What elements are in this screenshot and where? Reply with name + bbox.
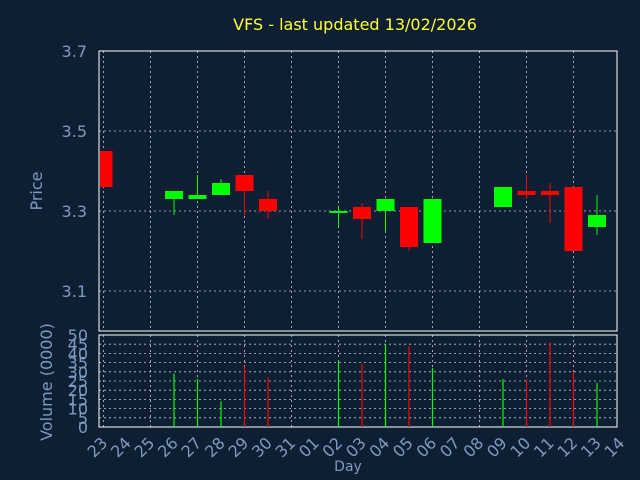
- candle: [353, 203, 371, 239]
- volume-tick-label: 30: [68, 363, 88, 382]
- candle: [329, 207, 348, 227]
- volume-plot-frame: [98, 334, 618, 428]
- candle-body: [100, 151, 113, 187]
- candle-body: [212, 183, 230, 195]
- volume-tick-label: 20: [68, 381, 88, 400]
- candle: [212, 179, 230, 195]
- candle-body: [541, 191, 559, 195]
- x-tick-labels: 2324252627282930310102030405060708091011…: [83, 433, 628, 461]
- candle-body: [588, 215, 606, 227]
- candle: [564, 187, 583, 251]
- volume-tick-label: 0: [78, 418, 88, 437]
- candle-body: [400, 207, 418, 247]
- chart-title: VFS - last updated 13/02/2026: [233, 15, 477, 34]
- candle-body: [376, 199, 395, 211]
- candle-body: [165, 191, 183, 199]
- volume-tick-label: 45: [68, 335, 88, 354]
- x-tick-label: 14: [600, 433, 628, 461]
- candle-body: [235, 175, 254, 191]
- candle: [588, 195, 606, 235]
- candles: [100, 151, 606, 251]
- candle: [423, 199, 442, 243]
- candle-body: [353, 207, 371, 219]
- price-axis-title: Price: [27, 171, 46, 210]
- candle: [400, 207, 418, 251]
- price-tick-label: 3.1: [62, 282, 87, 301]
- volume-tick-label: 25: [68, 372, 88, 391]
- x-axis-title: Day: [334, 459, 362, 475]
- candle: [494, 187, 512, 207]
- candle: [165, 191, 183, 215]
- candle: [517, 175, 536, 199]
- volume-tick-label: 10: [68, 400, 88, 419]
- volume-tick-label: 15: [68, 390, 88, 409]
- price-tick-label: 3.5: [62, 122, 87, 141]
- price-gridlines: [99, 50, 617, 292]
- candle-body: [564, 187, 583, 251]
- price-y-tick-labels: 3.1 3.3 3.5 3.7: [62, 42, 87, 301]
- volume-tick-label: 40: [68, 344, 88, 363]
- candle-body: [188, 195, 207, 199]
- volume-axis-title: Volume (0000): [37, 323, 56, 441]
- volume-bars: [173, 342, 598, 427]
- price-plot-frame: [98, 50, 618, 332]
- candle-body: [259, 199, 277, 211]
- price-tick-label: 3.3: [62, 202, 87, 221]
- candle: [100, 151, 113, 187]
- candle-body: [329, 211, 348, 213]
- candle: [541, 183, 559, 223]
- volume-tick-label: 50: [68, 326, 88, 345]
- candle: [376, 199, 395, 231]
- candle-body: [423, 199, 442, 243]
- candle: [235, 175, 254, 215]
- volume-tick-label: 5: [78, 409, 88, 428]
- volume-tick-label: 35: [68, 354, 88, 373]
- candle-body: [517, 191, 536, 195]
- volume-gridlines: [99, 334, 617, 428]
- candle-body: [494, 187, 512, 207]
- price-tick-label: 3.7: [62, 42, 87, 61]
- candle: [259, 191, 277, 219]
- candle: [188, 175, 207, 199]
